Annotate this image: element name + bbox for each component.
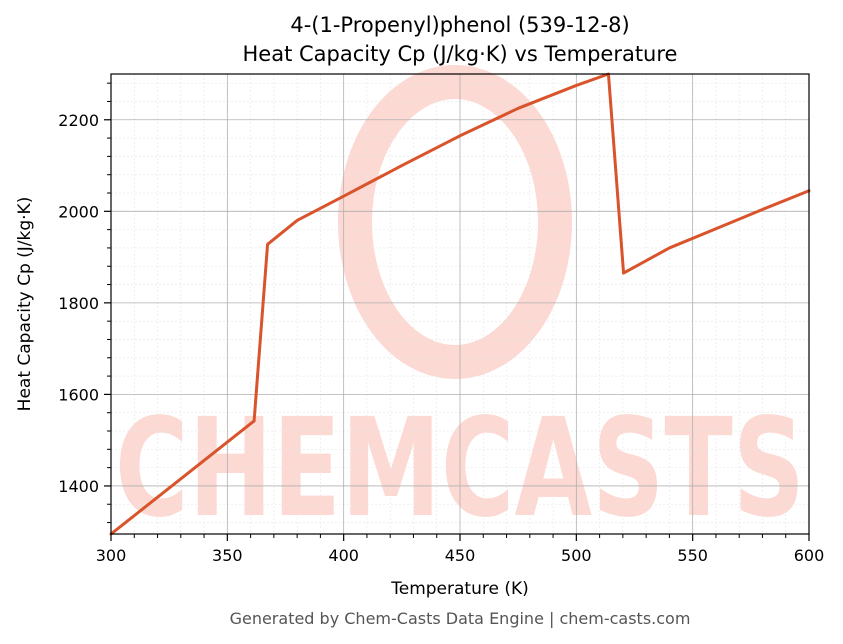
y-axis-label: Heat Capacity Cp (J/kg·K): [15, 197, 35, 412]
x-tick-label: 300: [96, 546, 127, 565]
y-tick-label: 1600: [58, 385, 99, 404]
footer-credit: Generated by Chem-Casts Data Engine | ch…: [230, 609, 691, 628]
x-tick-label: 350: [212, 546, 243, 565]
grid-major: [111, 74, 809, 534]
x-tick-label: 400: [328, 546, 359, 565]
y-tick-label: 2200: [58, 111, 99, 130]
x-tick-label: 500: [561, 546, 592, 565]
x-axis-label: Temperature (K): [390, 579, 529, 599]
y-tick-label: 2000: [58, 202, 99, 221]
ticks: [104, 82, 810, 541]
x-tick-label: 550: [677, 546, 708, 565]
series-line-cp: [109, 72, 811, 536]
y-tick-label: 1400: [58, 477, 99, 496]
y-tick-label: 1800: [58, 294, 99, 313]
tick-labels: 300 350 400 450 500 550 600 1400 1600 1800 2000 220…: [58, 111, 824, 565]
x-tick-label: 600: [794, 546, 825, 565]
chart-subtitle: Heat Capacity Cp (J/kg·K) vs Temperature: [243, 42, 678, 66]
x-tick-label: 450: [445, 546, 476, 565]
watermark-logo-ring: [338, 65, 572, 379]
series-layer: [109, 72, 811, 536]
chart-title: 4-(1-Propenyl)phenol (539-12-8): [290, 13, 629, 37]
